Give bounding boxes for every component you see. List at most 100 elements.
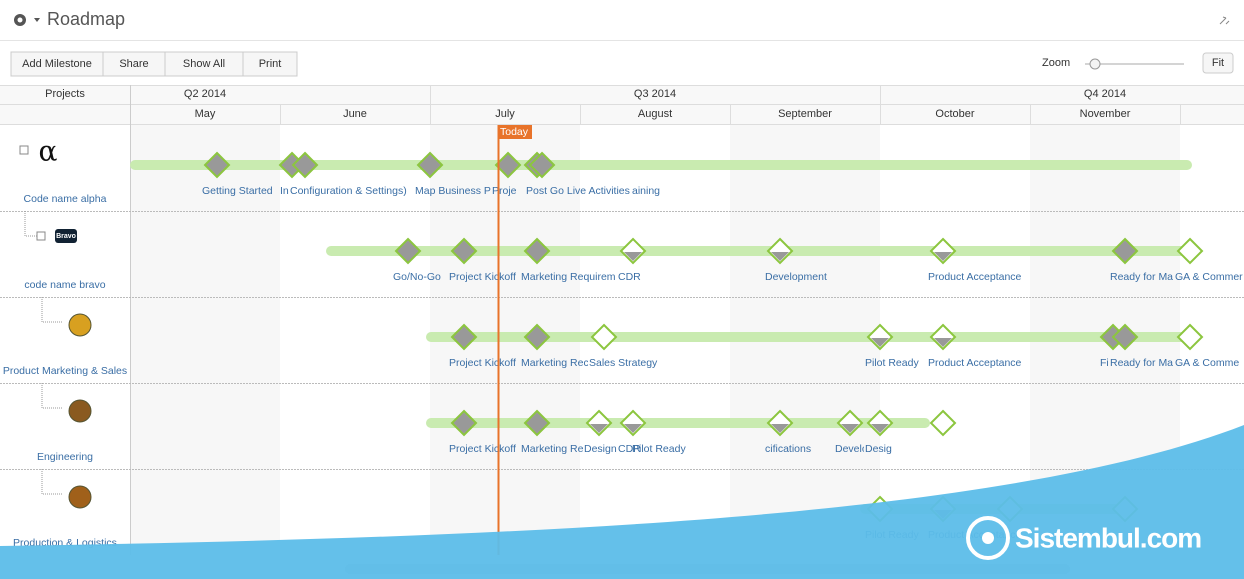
milestone-diamond[interactable] [619, 237, 647, 265]
milestone-label[interactable]: Development [835, 443, 897, 455]
tree-connector [41, 383, 62, 409]
milestone-label[interactable]: Product Acceptance [928, 271, 1022, 283]
milestone-label[interactable]: Desig [865, 443, 892, 455]
milestone-label[interactable]: Configuration & Settings) [290, 185, 407, 197]
fit-label: Fit [1212, 57, 1224, 69]
milestone-diamond[interactable] [1176, 237, 1204, 265]
watermark-logo-dot [982, 532, 994, 544]
month-label: May [195, 108, 216, 120]
milestone-label[interactable]: Marketing Rec [521, 357, 589, 369]
milestone-diamond[interactable] [866, 323, 894, 351]
milestone-diamond[interactable] [766, 409, 794, 437]
month-label: September [778, 108, 832, 120]
quarter-label: Q4 2014 [1084, 88, 1126, 100]
settings-gear[interactable] [14, 14, 40, 26]
milestone-diamond[interactable] [619, 409, 647, 437]
milestone-diamond[interactable] [394, 237, 422, 265]
milestone-diamond[interactable] [929, 323, 957, 351]
milestone-label[interactable]: Ready for Ma [1110, 357, 1173, 369]
header-bar [0, 0, 1244, 40]
zoom-label: Zoom [1042, 57, 1070, 69]
milestone-label[interactable]: Project Kickoff [449, 443, 516, 455]
milestone-label[interactable]: Project Kickoff [449, 271, 516, 283]
collapse-icon[interactable] [1219, 16, 1230, 25]
milestone-diamond[interactable] [523, 323, 551, 351]
milestone-fill [624, 252, 642, 261]
milestone-label[interactable]: In [280, 185, 289, 197]
milestone-fill [871, 338, 889, 347]
milestone-diamond[interactable] [450, 237, 478, 265]
milestone-diamond[interactable] [1111, 323, 1139, 351]
month-label: July [495, 108, 515, 120]
month-label: October [935, 108, 974, 120]
watermark-logo [966, 516, 1010, 560]
milestone-label[interactable]: CDR [618, 271, 641, 283]
today-label: Today [500, 126, 529, 138]
milestone-diamond[interactable] [523, 409, 551, 437]
milestone-fill [624, 424, 642, 433]
milestone-label[interactable]: Getting Started [202, 185, 273, 197]
milestone-label[interactable]: aining [632, 185, 660, 197]
milestone-label[interactable]: Proje [492, 185, 517, 197]
watermark-wave [0, 425, 1244, 579]
toolbar-button-label: Add Milestone [22, 58, 92, 70]
toolbar-button[interactable] [242, 51, 298, 77]
milestone-diamond[interactable] [1176, 323, 1204, 351]
milestone-diamond[interactable] [494, 151, 522, 179]
milestone-diamond[interactable] [929, 237, 957, 265]
milestone-diamond[interactable] [766, 237, 794, 265]
milestone-label[interactable]: Pilot Ready [865, 357, 919, 369]
milestone-label[interactable]: Sales Strategy [589, 357, 658, 369]
milestone-label[interactable]: Ready for Ma [1110, 271, 1173, 283]
collapse-toggle[interactable] [19, 145, 29, 155]
milestone-diamond[interactable] [590, 323, 618, 351]
project-icon: α [39, 135, 58, 168]
milestone-fill [771, 424, 789, 433]
project-icon: Bravo [56, 233, 76, 240]
milestone-diamond[interactable] [523, 237, 551, 265]
milestone-label[interactable]: CDR [618, 443, 641, 455]
milestone-diamond[interactable] [836, 409, 864, 437]
milestone-diamond[interactable] [528, 151, 556, 179]
milestone-diamond[interactable] [585, 409, 613, 437]
project-name[interactable]: Product Marketing & Sales [3, 365, 127, 377]
milestone-label[interactable]: Go/No-Go [393, 271, 441, 283]
milestone-diamond[interactable] [450, 409, 478, 437]
milestone-label[interactable]: Project Kickoff [449, 357, 516, 369]
milestone-diamond[interactable] [1111, 237, 1139, 265]
collapse-toggle[interactable] [36, 231, 46, 241]
milestone-diamond[interactable] [450, 323, 478, 351]
milestone-label[interactable]: Fi [1100, 357, 1109, 369]
milestone-label[interactable]: GA & Comme [1175, 357, 1239, 369]
project-name[interactable]: Engineering [37, 451, 93, 463]
project-name[interactable]: code name bravo [24, 279, 105, 291]
milestone-diamond[interactable] [929, 409, 957, 437]
milestone-label[interactable]: cifications [765, 443, 811, 455]
milestone-label[interactable]: Design [584, 443, 617, 455]
milestone-label[interactable]: Map Business P [415, 185, 491, 197]
milestone-label[interactable]: Pilot Ready [632, 443, 686, 455]
milestone-diamond[interactable] [203, 151, 231, 179]
milestone-diamond[interactable] [416, 151, 444, 179]
month-shade [130, 125, 280, 555]
milestone-label[interactable]: Post Go Live Activities [526, 185, 630, 197]
milestone-label[interactable]: Marketing Re [521, 443, 584, 455]
milestone-label[interactable]: GA & Commer [1175, 271, 1243, 283]
toolbar-button[interactable] [10, 51, 104, 77]
toolbar-button-label: Print [259, 58, 282, 70]
milestone-diamond[interactable] [291, 151, 319, 179]
milestone-fill [590, 424, 608, 433]
month-label: August [638, 108, 672, 120]
page-title: Roadmap [47, 9, 125, 29]
tree-connector [24, 211, 37, 237]
toolbar-button-label: Show All [183, 58, 225, 70]
milestone-diamond[interactable] [866, 409, 894, 437]
milestone-label[interactable]: Development [765, 271, 827, 283]
fit-button[interactable] [1202, 52, 1234, 74]
project-name[interactable]: Code name alpha [24, 193, 107, 205]
milestone-label[interactable]: Product Acceptance [928, 357, 1022, 369]
zoom-handle[interactable] [1089, 58, 1101, 70]
today-badge [498, 125, 532, 139]
milestone-label[interactable]: Marketing Requirem [521, 271, 616, 283]
milestone-fill [841, 424, 859, 433]
